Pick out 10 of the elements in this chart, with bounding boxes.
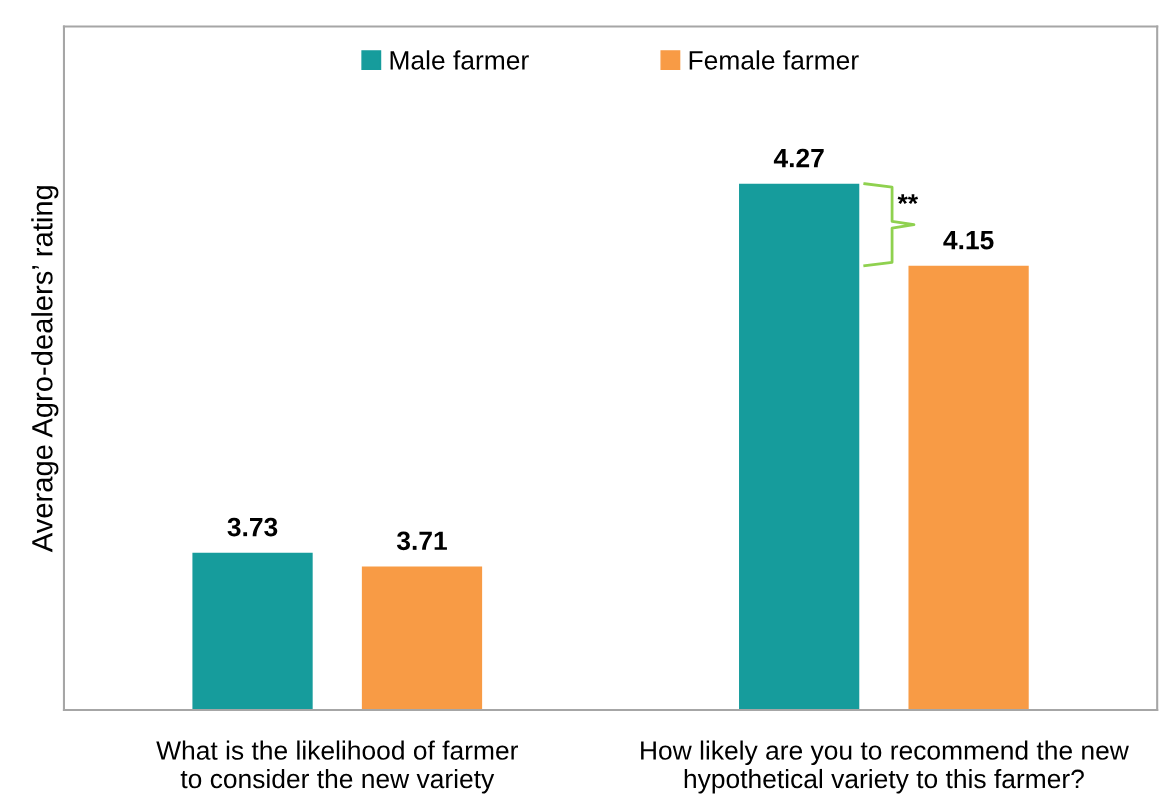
- y-axis-title: Average Agro-dealers’ rating: [31, 186, 59, 553]
- data-label: 3.71: [396, 531, 447, 551]
- data-label: 4.15: [943, 230, 994, 250]
- data-label: 4.27: [773, 148, 824, 168]
- x-tick-label: What is the likelihood of farmer to consider the new variety: [156, 740, 518, 794]
- legend-label: Female farmer: [689, 50, 859, 70]
- annotation: **: [897, 194, 919, 205]
- legend-label: Male farmer: [390, 50, 529, 70]
- data-label: 3.73: [227, 517, 278, 537]
- x-tick-label: How likely are you to recommend the new hypothetical variety to this farmer?: [641, 740, 1129, 794]
